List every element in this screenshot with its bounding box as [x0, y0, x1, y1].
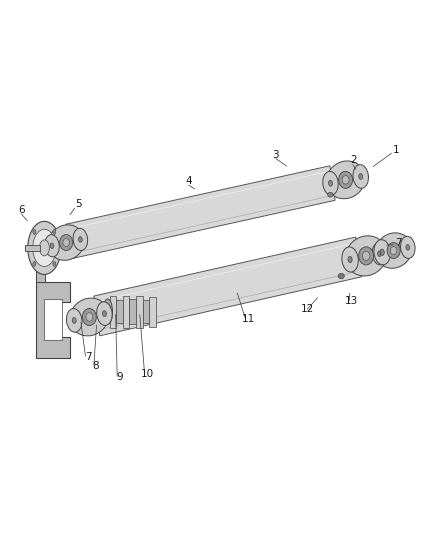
Ellipse shape [400, 236, 415, 259]
Text: 7: 7 [85, 352, 92, 362]
Ellipse shape [374, 240, 390, 265]
Ellipse shape [73, 228, 88, 251]
Text: 11: 11 [242, 313, 255, 324]
Ellipse shape [342, 247, 358, 272]
Text: 12: 12 [301, 304, 314, 314]
Ellipse shape [67, 309, 82, 332]
Ellipse shape [390, 247, 397, 255]
Ellipse shape [53, 262, 56, 266]
Ellipse shape [378, 251, 381, 256]
Ellipse shape [326, 161, 365, 199]
Ellipse shape [380, 249, 384, 255]
Polygon shape [94, 237, 362, 336]
Polygon shape [143, 300, 149, 324]
Ellipse shape [406, 245, 410, 250]
Text: 13: 13 [345, 296, 358, 306]
Polygon shape [25, 245, 40, 251]
Ellipse shape [48, 225, 85, 260]
Ellipse shape [353, 165, 368, 188]
Ellipse shape [60, 235, 73, 251]
Ellipse shape [45, 235, 59, 257]
Ellipse shape [72, 318, 76, 324]
Polygon shape [36, 281, 70, 358]
Ellipse shape [328, 180, 332, 186]
Ellipse shape [39, 240, 49, 256]
Polygon shape [44, 299, 62, 341]
Polygon shape [110, 296, 117, 328]
Ellipse shape [359, 247, 374, 265]
Ellipse shape [372, 243, 387, 265]
Text: 1: 1 [392, 144, 399, 155]
Polygon shape [66, 166, 335, 259]
Ellipse shape [387, 243, 400, 259]
Ellipse shape [50, 243, 54, 248]
Ellipse shape [348, 256, 352, 263]
Ellipse shape [33, 230, 36, 235]
Ellipse shape [53, 230, 56, 235]
Ellipse shape [375, 233, 412, 268]
Text: 8: 8 [92, 361, 99, 371]
Ellipse shape [346, 236, 387, 276]
Ellipse shape [70, 298, 109, 336]
Ellipse shape [33, 229, 56, 266]
Ellipse shape [342, 175, 349, 184]
Ellipse shape [82, 309, 96, 326]
Text: 5: 5 [75, 199, 82, 209]
Ellipse shape [97, 302, 112, 326]
Text: 9: 9 [116, 372, 123, 382]
Polygon shape [36, 271, 46, 281]
Ellipse shape [362, 252, 370, 261]
Text: 10: 10 [141, 369, 154, 379]
Text: 7: 7 [395, 238, 401, 247]
Ellipse shape [63, 239, 70, 247]
Ellipse shape [359, 174, 363, 180]
Ellipse shape [323, 172, 338, 195]
Ellipse shape [328, 192, 333, 197]
Ellipse shape [103, 299, 113, 325]
Ellipse shape [33, 262, 36, 266]
Ellipse shape [78, 237, 82, 242]
Polygon shape [117, 300, 123, 324]
Polygon shape [136, 296, 143, 328]
Ellipse shape [28, 221, 61, 274]
Polygon shape [123, 296, 130, 328]
Ellipse shape [86, 313, 93, 321]
Text: 4: 4 [185, 176, 192, 187]
Ellipse shape [339, 171, 353, 188]
Ellipse shape [102, 311, 106, 317]
Text: 6: 6 [18, 205, 25, 215]
Ellipse shape [338, 273, 344, 279]
Text: 3: 3 [272, 150, 279, 160]
Polygon shape [149, 297, 155, 327]
Polygon shape [130, 299, 136, 325]
Text: 2: 2 [350, 155, 357, 165]
